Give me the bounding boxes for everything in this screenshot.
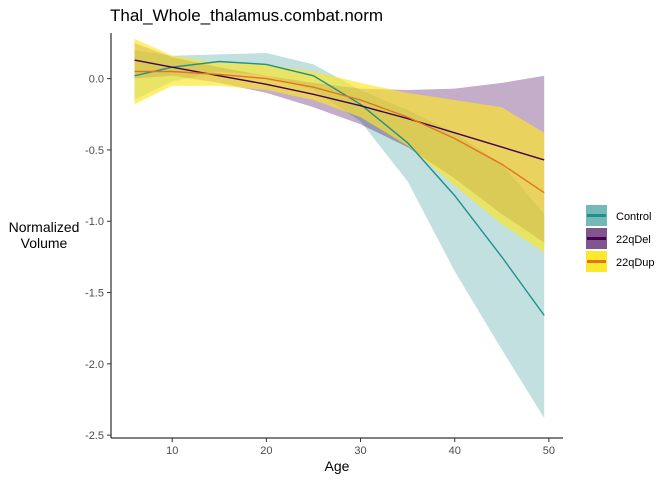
legend-label-22qdup: 22qDup — [616, 257, 655, 269]
confidence-bands — [134, 38, 545, 418]
y-axis-title-line-1: Normalized — [9, 219, 80, 235]
y-tick-label: -2.5 — [85, 430, 104, 442]
series-lines — [134, 59, 545, 316]
x-tick-label: 50 — [543, 445, 555, 457]
line-control — [134, 60, 545, 316]
x-tick-label: 20 — [260, 445, 272, 457]
x-tick-label: 10 — [166, 445, 178, 457]
legend: Control 22qDel 22qDup — [586, 205, 655, 272]
legend-label-22qdel: 22qDel — [616, 234, 651, 246]
chart-title: Thal_Whole_thalamus.combat.norm — [110, 6, 383, 25]
band-22qdel — [134, 43, 545, 243]
x-axis-title: Age — [325, 458, 350, 474]
y-tick-label: -0.5 — [85, 145, 104, 157]
y-tick-label: -1.0 — [85, 216, 104, 228]
x-tick-label: 40 — [449, 445, 461, 457]
line-22qdel — [134, 59, 545, 161]
line-22qdup — [134, 70, 545, 194]
x-tick-label: 30 — [354, 445, 366, 457]
band-22qdup — [134, 38, 545, 253]
y-tick-label: 0.0 — [89, 74, 104, 86]
y-tick-label: -2.0 — [85, 359, 104, 371]
y-tick-label: -1.5 — [85, 288, 104, 300]
y-axis-ticks: 0.0 -0.5 -1.0 -1.5 -2.0 -2.5 — [85, 74, 111, 442]
legend-label-control: Control — [616, 211, 651, 223]
x-axis-ticks: 10 20 30 40 50 — [166, 438, 555, 457]
y-axis-title-line-2: Volume — [21, 235, 68, 251]
